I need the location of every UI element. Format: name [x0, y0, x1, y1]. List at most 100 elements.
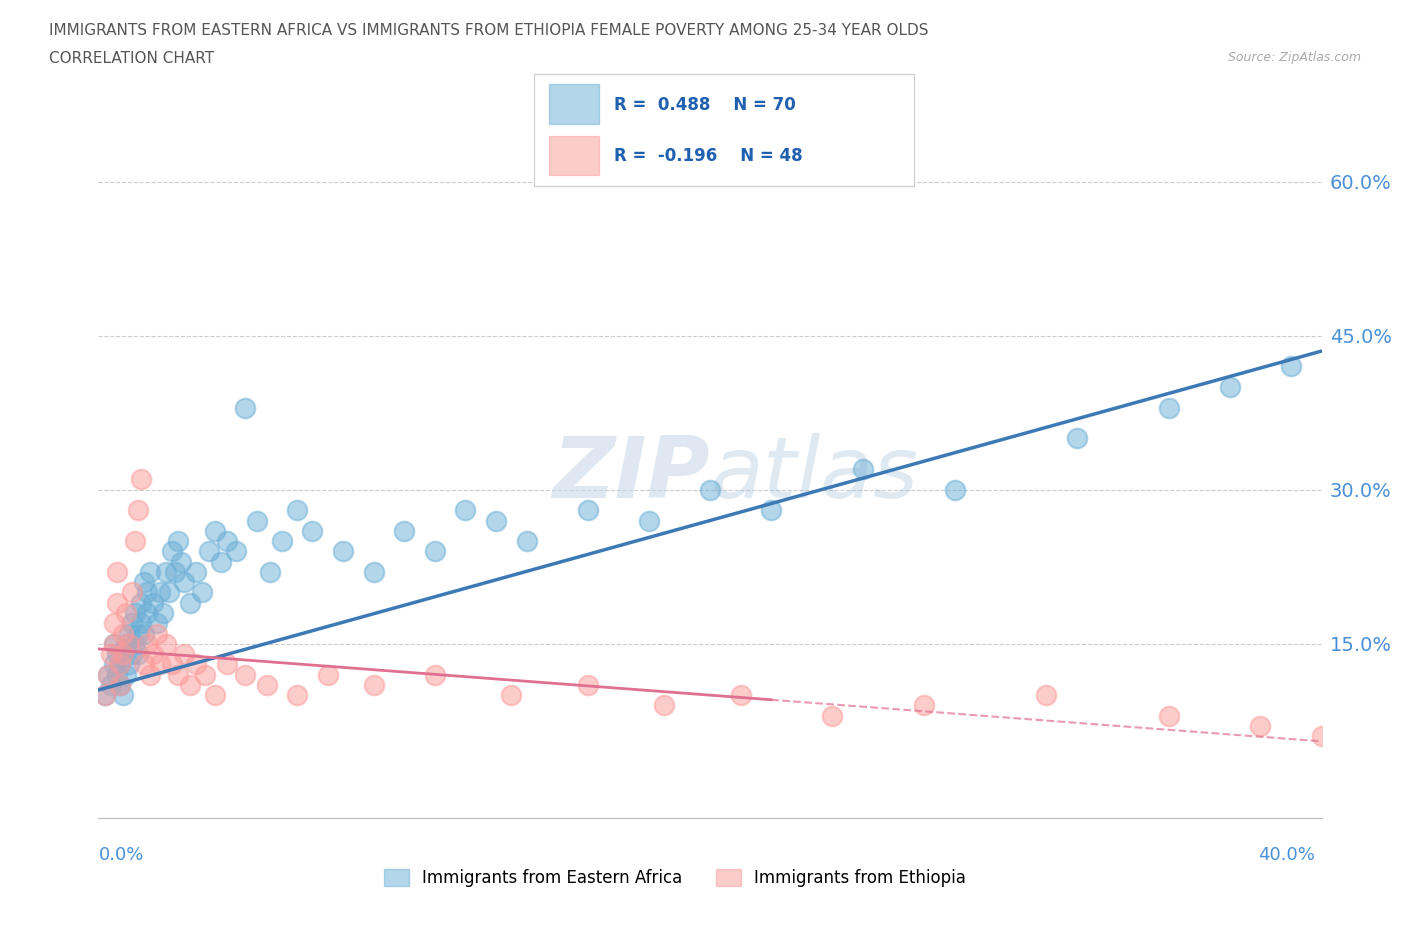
Point — [118, 626, 141, 641]
Point — [576, 677, 599, 692]
Point — [160, 544, 183, 559]
Point — [160, 657, 183, 671]
Point — [136, 605, 159, 620]
Point — [124, 636, 146, 651]
Point — [129, 595, 152, 610]
Point — [115, 605, 138, 620]
Point — [103, 616, 125, 631]
Point — [270, 534, 292, 549]
Point — [111, 646, 134, 661]
Point — [943, 483, 966, 498]
Point — [129, 472, 152, 487]
Point — [145, 626, 167, 641]
Point — [149, 585, 172, 600]
Point — [637, 513, 661, 528]
Point — [1066, 431, 1088, 445]
Point — [108, 657, 131, 671]
Point — [1035, 687, 1057, 702]
Point — [1279, 359, 1302, 374]
Point — [1310, 729, 1333, 744]
Point — [136, 585, 159, 600]
Point — [108, 657, 131, 671]
Point — [209, 554, 232, 569]
Text: atlas: atlas — [710, 432, 918, 516]
Text: IMMIGRANTS FROM EASTERN AFRICA VS IMMIGRANTS FROM ETHIOPIA FEMALE POVERTY AMONG : IMMIGRANTS FROM EASTERN AFRICA VS IMMIGR… — [49, 23, 929, 38]
Text: ZIP: ZIP — [553, 432, 710, 516]
Point — [93, 687, 115, 702]
Point — [105, 595, 128, 610]
Point — [155, 636, 177, 651]
Point — [225, 544, 247, 559]
Point — [363, 677, 385, 692]
Point — [215, 534, 238, 549]
Point — [142, 646, 165, 661]
Text: R =  -0.196    N = 48: R = -0.196 N = 48 — [614, 147, 803, 165]
Point — [127, 646, 149, 661]
Point — [105, 565, 128, 579]
Point — [136, 636, 159, 651]
Point — [127, 503, 149, 518]
Point — [100, 646, 122, 661]
Point — [1157, 709, 1180, 724]
Point — [149, 657, 172, 671]
Point — [139, 565, 162, 579]
Point — [285, 687, 308, 702]
Point — [93, 687, 115, 702]
Point — [108, 677, 131, 692]
Point — [108, 677, 131, 692]
Point — [121, 585, 143, 600]
Point — [186, 565, 208, 579]
Point — [852, 461, 875, 476]
Point — [259, 565, 281, 579]
Point — [759, 503, 782, 518]
Point — [204, 687, 226, 702]
Point — [111, 626, 134, 641]
Point — [1157, 400, 1180, 415]
Point — [100, 677, 122, 692]
Text: 40.0%: 40.0% — [1258, 846, 1315, 864]
Point — [142, 595, 165, 610]
Point — [316, 667, 339, 682]
Point — [485, 513, 508, 528]
Point — [97, 667, 120, 682]
Point — [115, 636, 138, 651]
Point — [173, 646, 195, 661]
Point — [197, 544, 219, 559]
Point — [155, 565, 177, 579]
Point — [501, 687, 523, 702]
Point — [256, 677, 278, 692]
Point — [194, 667, 217, 682]
Point — [111, 646, 134, 661]
Point — [186, 657, 208, 671]
Point — [118, 636, 141, 651]
Point — [103, 636, 125, 651]
Point — [129, 616, 152, 631]
Point — [332, 544, 354, 559]
Text: 0.0%: 0.0% — [98, 846, 143, 864]
Point — [392, 524, 416, 538]
FancyBboxPatch shape — [550, 136, 599, 175]
Point — [105, 667, 128, 682]
Point — [121, 646, 143, 661]
Point — [179, 677, 201, 692]
Point — [105, 646, 128, 661]
Point — [167, 667, 190, 682]
Point — [145, 616, 167, 631]
Point — [179, 595, 201, 610]
Point — [139, 667, 162, 682]
Point — [204, 524, 226, 538]
Point — [97, 667, 120, 682]
Point — [423, 544, 446, 559]
Text: Source: ZipAtlas.com: Source: ZipAtlas.com — [1227, 51, 1361, 64]
Point — [103, 657, 125, 671]
Point — [111, 687, 134, 702]
Point — [652, 698, 675, 713]
Point — [163, 565, 186, 579]
Point — [454, 503, 477, 518]
Point — [699, 483, 721, 498]
Point — [516, 534, 538, 549]
Point — [124, 534, 146, 549]
Point — [912, 698, 935, 713]
Point — [730, 687, 752, 702]
Point — [191, 585, 214, 600]
